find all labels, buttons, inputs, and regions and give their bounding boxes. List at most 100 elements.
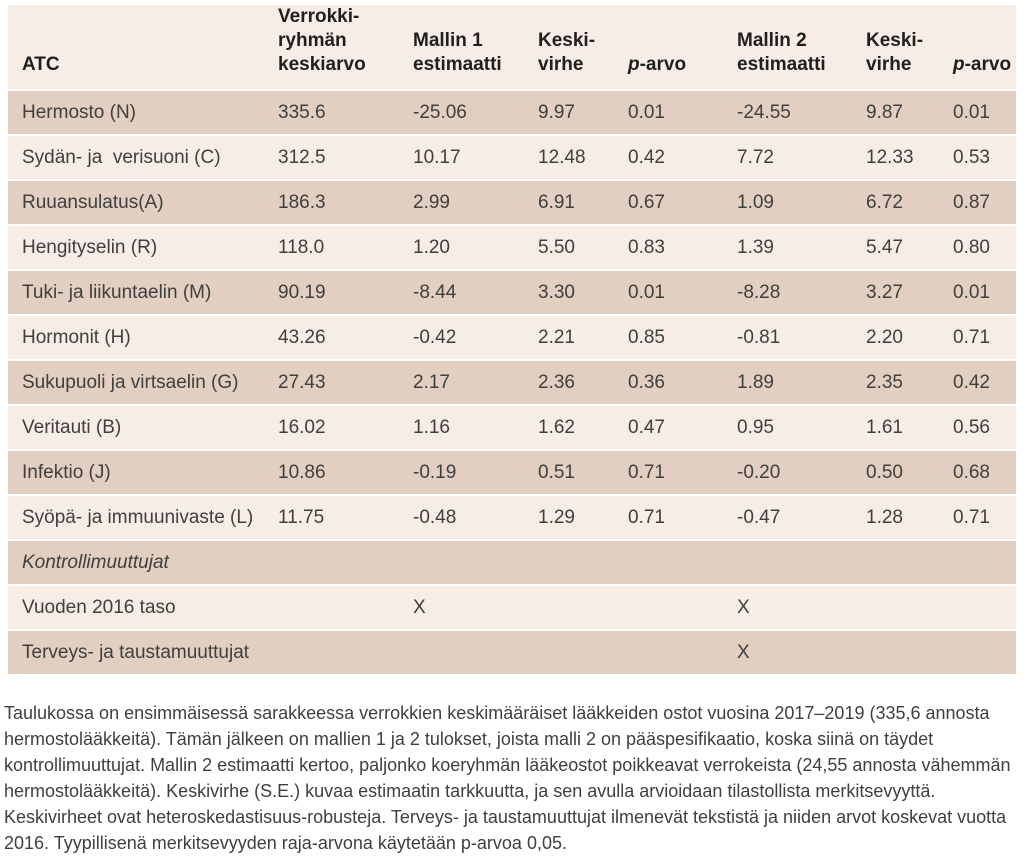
table-row: Tuki- ja liikuntaelin (M) 90.19 -8.44 3.30 0… <box>8 271 1016 314</box>
cell-p-value-2 <box>953 586 1016 629</box>
cell-p-value-1 <box>628 541 737 584</box>
cell-std-error-2: 1.61 <box>866 406 953 449</box>
row-label: Hormonit (H) <box>8 316 278 359</box>
cell-model1-estimate: 1.16 <box>413 406 538 449</box>
cell-control-mean: 27.43 <box>278 361 413 404</box>
cell-model2-estimate: 7.72 <box>737 136 866 179</box>
cell-model1-estimate: -8.44 <box>413 271 538 314</box>
column-header-model2-estimate: Mallin 2 estimaatti <box>737 5 866 89</box>
cell-std-error-2: 5.47 <box>866 226 953 269</box>
cell-p-value-1: 0.85 <box>628 316 737 359</box>
cell-std-error-1: 2.36 <box>538 361 628 404</box>
cell-p-value-2: 0.56 <box>953 406 1016 449</box>
cell-control-mean: 312.5 <box>278 136 413 179</box>
cell-model2-estimate: -8.28 <box>737 271 866 314</box>
cell-p-value-2: 0.42 <box>953 361 1016 404</box>
cell-control-mean: 118.0 <box>278 226 413 269</box>
table-row: Terveys- ja taustamuuttujat X <box>8 631 1016 674</box>
cell-std-error-1: 6.91 <box>538 181 628 224</box>
cell-control-mean <box>278 541 413 584</box>
cell-model2-estimate: -0.81 <box>737 316 866 359</box>
cell-std-error-1 <box>538 631 628 674</box>
cell-std-error-2: 1.28 <box>866 496 953 539</box>
cell-std-error-1: 5.50 <box>538 226 628 269</box>
results-table: ATC Verrokki-ryhmän keskiarvo Mallin 1 estim… <box>8 3 1016 676</box>
cell-p-value-2: 0.71 <box>953 496 1016 539</box>
table-row: Hormonit (H) 43.26 -0.42 2.21 0.85 -0.81 2.20 0… <box>8 316 1016 359</box>
cell-std-error-1: 3.30 <box>538 271 628 314</box>
cell-p-value-1: 0.47 <box>628 406 737 449</box>
cell-model1-estimate: 2.99 <box>413 181 538 224</box>
cell-p-value-1: 0.83 <box>628 226 737 269</box>
cell-std-error-2: 12.33 <box>866 136 953 179</box>
cell-model2-estimate: -0.20 <box>737 451 866 494</box>
cell-p-value-2: 0.01 <box>953 91 1016 134</box>
cell-p-value-1: 0.42 <box>628 136 737 179</box>
table-row: Hengityselin (R) 118.0 1.20 5.50 0.83 1.39 5.4… <box>8 226 1016 269</box>
cell-std-error-2: 2.20 <box>866 316 953 359</box>
cell-control-mean: 90.19 <box>278 271 413 314</box>
cell-std-error-1: 2.21 <box>538 316 628 359</box>
cell-model2-estimate: 1.39 <box>737 226 866 269</box>
cell-std-error-1: 12.48 <box>538 136 628 179</box>
cell-std-error-1: 9.97 <box>538 91 628 134</box>
cell-model1-estimate: -25.06 <box>413 91 538 134</box>
table-row: Veritauti (B) 16.02 1.16 1.62 0.47 0.95 1.61 0.… <box>8 406 1016 449</box>
cell-model1-estimate: -0.19 <box>413 451 538 494</box>
column-header-p-value-2: p-arvo <box>953 5 1016 89</box>
table-header: ATC Verrokki-ryhmän keskiarvo Mallin 1 estim… <box>8 5 1016 89</box>
column-header-control-mean: Verrokki-ryhmän keskiarvo <box>278 5 413 89</box>
row-label: Sydän- ja verisuoni (C) <box>8 136 278 179</box>
table-body: Hermosto (N) 335.6 -25.06 9.97 0.01 -24.55 9.8… <box>8 91 1016 674</box>
column-header-model1-estimate: Mallin 1 estimaatti <box>413 5 538 89</box>
row-label: Sukupuoli ja virtsaelin (G) <box>8 361 278 404</box>
column-header-std-error-2: Keski-virhe <box>866 5 953 89</box>
cell-p-value-1 <box>628 631 737 674</box>
cell-model1-estimate <box>413 541 538 584</box>
table-caption: Taulukossa on ensimmäisessä sarakkeessa … <box>4 703 1011 853</box>
row-label: Tuki- ja liikuntaelin (M) <box>8 271 278 314</box>
column-header-atc: ATC <box>8 5 278 89</box>
cell-model1-estimate: -0.48 <box>413 496 538 539</box>
table-row: Infektio (J) 10.86 -0.19 0.51 0.71 -0.20 0.50 0… <box>8 451 1016 494</box>
cell-p-value-2 <box>953 541 1016 584</box>
table-row: Ruuansulatus(A) 186.3 2.99 6.91 0.67 1.09 6.72… <box>8 181 1016 224</box>
cell-model2-estimate: 1.89 <box>737 361 866 404</box>
cell-control-mean: 43.26 <box>278 316 413 359</box>
column-header-std-error-1: Keski-virhe <box>538 5 628 89</box>
cell-control-mean <box>278 631 413 674</box>
cell-std-error-1: 1.62 <box>538 406 628 449</box>
table-row: Sukupuoli ja virtsaelin (G) 27.43 2.17 2.36… <box>8 361 1016 404</box>
cell-control-mean: 10.86 <box>278 451 413 494</box>
cell-std-error-2: 3.27 <box>866 271 953 314</box>
cell-p-value-2: 0.71 <box>953 316 1016 359</box>
cell-p-value-1: 0.71 <box>628 451 737 494</box>
cell-model1-estimate <box>413 631 538 674</box>
cell-model2-estimate: -0.47 <box>737 496 866 539</box>
cell-p-value-2: 0.87 <box>953 181 1016 224</box>
cell-p-value-2 <box>953 631 1016 674</box>
cell-p-value-2: 0.53 <box>953 136 1016 179</box>
cell-std-error-2: 2.35 <box>866 361 953 404</box>
cell-std-error-2: 6.72 <box>866 181 953 224</box>
cell-p-value-1: 0.71 <box>628 496 737 539</box>
cell-model2-estimate: -24.55 <box>737 91 866 134</box>
cell-control-mean: 16.02 <box>278 406 413 449</box>
row-label: Veritauti (B) <box>8 406 278 449</box>
cell-control-mean: 335.6 <box>278 91 413 134</box>
cell-std-error-1 <box>538 541 628 584</box>
row-label: Ruuansulatus(A) <box>8 181 278 224</box>
table-row: Syöpä- ja immuunivaste (L) 11.75 -0.48 1.29… <box>8 496 1016 539</box>
cell-std-error-2 <box>866 541 953 584</box>
cell-control-mean <box>278 586 413 629</box>
cell-p-value-1: 0.67 <box>628 181 737 224</box>
column-header-p-value-1: p-arvo <box>628 5 737 89</box>
cell-control-mean: 11.75 <box>278 496 413 539</box>
cell-p-value-2: 0.68 <box>953 451 1016 494</box>
table-row: Sydän- ja verisuoni (C) 312.5 10.17 12.48 0.… <box>8 136 1016 179</box>
cell-std-error-1: 1.29 <box>538 496 628 539</box>
row-label: Vuoden 2016 taso <box>8 586 278 629</box>
cell-model2-estimate <box>737 541 866 584</box>
row-label: Infektio (J) <box>8 451 278 494</box>
